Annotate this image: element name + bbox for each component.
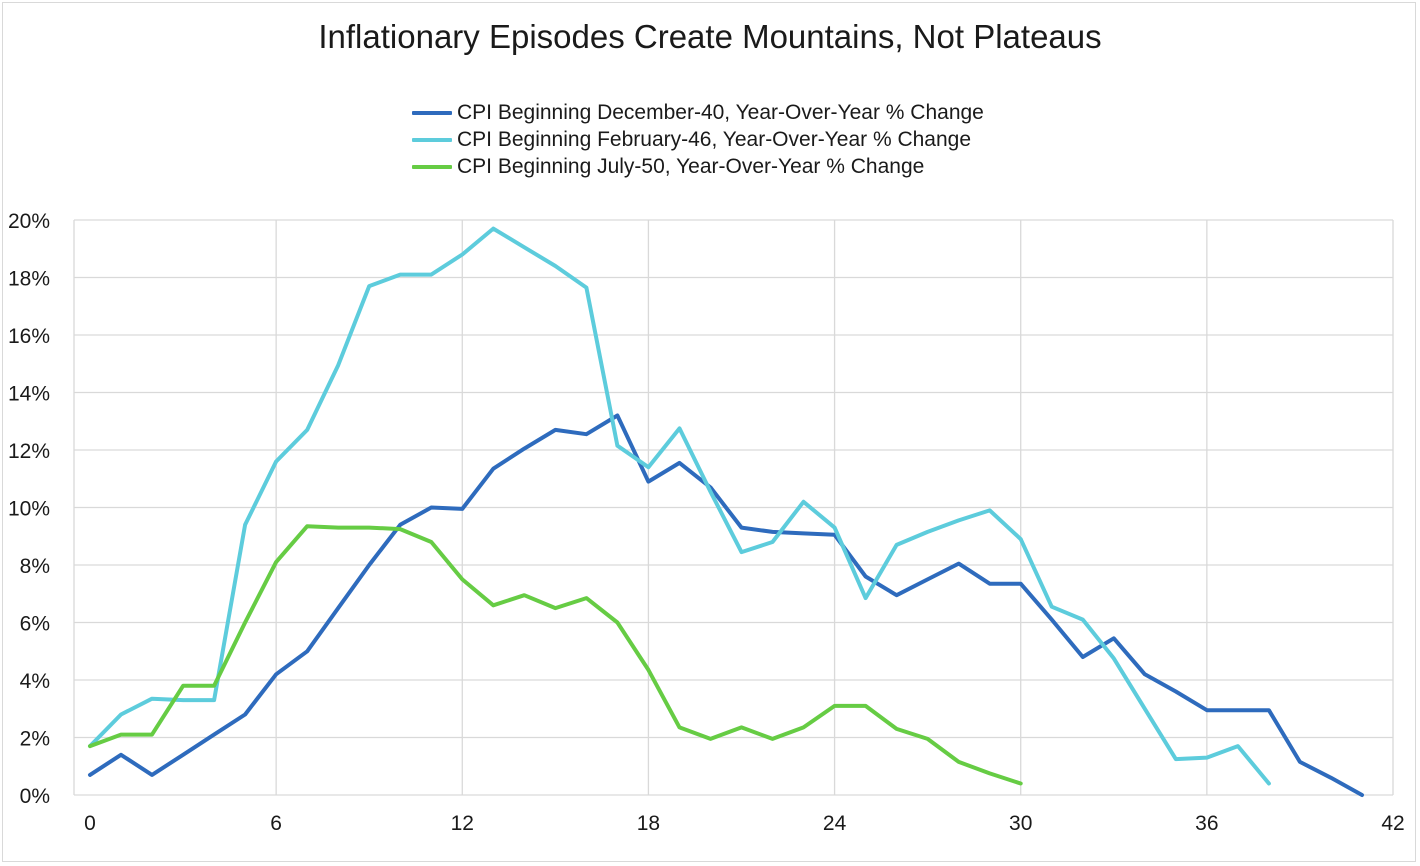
x-tick-label-24: 24 xyxy=(823,812,847,835)
y-tick-label-3: 6% xyxy=(20,613,50,636)
y-tick-label-7: 14% xyxy=(8,383,50,406)
y-tick-label-6: 12% xyxy=(8,440,50,463)
y-tick-label-10: 20% xyxy=(8,210,50,233)
legend-swatch-jul50 xyxy=(412,164,452,169)
x-tick-label-0: 0 xyxy=(84,812,96,835)
y-tick-label-2: 4% xyxy=(20,670,50,693)
chart-title: Inflationary Episodes Create Mountains, … xyxy=(318,18,1102,55)
y-tick-label-1: 2% xyxy=(20,728,50,751)
series-line-1 xyxy=(88,226,1271,786)
x-tick-label-12: 12 xyxy=(451,812,474,835)
y-tick-label-9: 18% xyxy=(8,268,50,291)
series-line-0 xyxy=(88,413,1364,797)
y-tick-label-8: 16% xyxy=(8,325,50,348)
legend-swatch-dec40 xyxy=(412,110,452,115)
legend-label-dec40: CPI Beginning December-40, Year-Over-Yea… xyxy=(457,100,984,124)
legend-item-jul50: CPI Beginning July-50, Year-Over-Year % … xyxy=(412,153,984,180)
y-tick-label-0: 0% xyxy=(20,785,50,808)
legend: CPI Beginning December-40, Year-Over-Yea… xyxy=(412,99,984,180)
legend-swatch-feb46 xyxy=(412,137,452,142)
legend-label-jul50: CPI Beginning July-50, Year-Over-Year % … xyxy=(457,154,925,178)
x-tick-label-30: 30 xyxy=(1009,812,1032,835)
x-tick-label-6: 6 xyxy=(270,812,282,835)
x-tick-label-42: 42 xyxy=(1381,812,1404,835)
legend-label-feb46: CPI Beginning February-46, Year-Over-Yea… xyxy=(457,127,972,151)
x-tick-label-18: 18 xyxy=(637,812,660,835)
y-tick-label-5: 10% xyxy=(8,498,50,521)
series-line-2 xyxy=(88,524,1023,786)
x-tick-label-36: 36 xyxy=(1195,812,1218,835)
legend-item-dec40: CPI Beginning December-40, Year-Over-Yea… xyxy=(412,99,984,126)
y-tick-label-4: 8% xyxy=(20,555,50,578)
legend-item-feb46: CPI Beginning February-46, Year-Over-Yea… xyxy=(412,126,984,153)
